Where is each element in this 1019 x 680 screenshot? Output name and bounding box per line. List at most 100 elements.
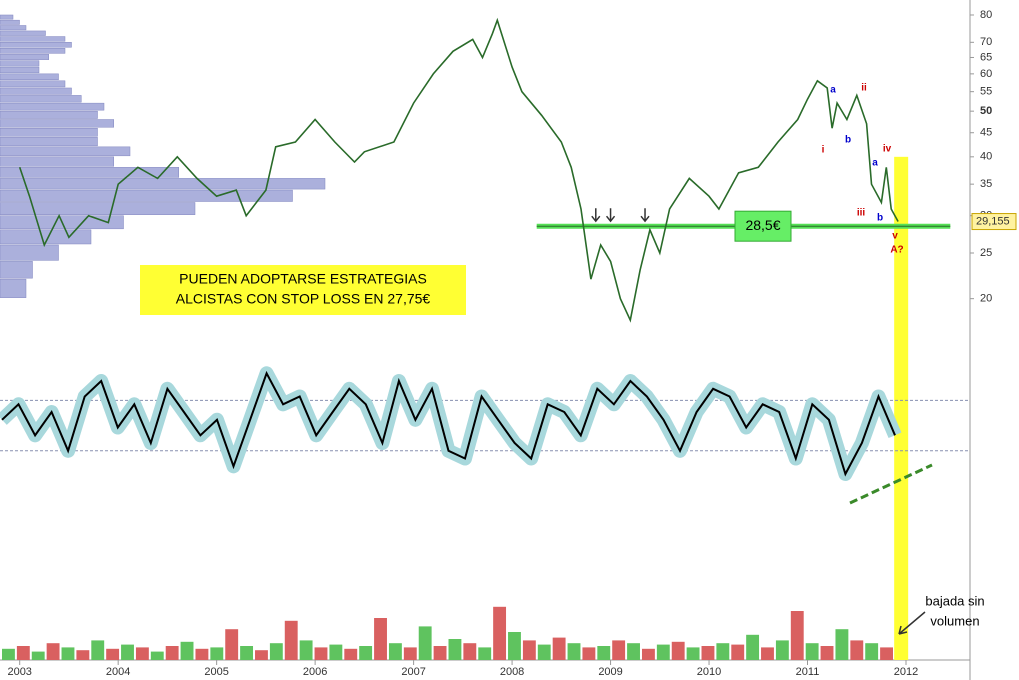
wave-label: a: [830, 85, 836, 96]
volume-bar: [537, 644, 551, 660]
profile-bar: [0, 119, 114, 128]
profile-bar: [0, 202, 196, 215]
volume-bar: [448, 639, 462, 660]
x-tick-label: 2007: [401, 666, 425, 678]
volume-bar: [314, 647, 328, 660]
volume-bar: [2, 648, 15, 660]
profile-bar: [0, 95, 82, 103]
annotation-box: [140, 265, 466, 315]
y-tick-label: 35: [980, 178, 992, 190]
volume-bar: [225, 629, 239, 660]
volume-bar: [76, 650, 90, 660]
volume-bar: [269, 643, 283, 660]
profile-bar: [0, 19, 20, 25]
volume-bar: [403, 647, 417, 660]
volume-bar: [880, 647, 893, 660]
volume-bar: [31, 651, 45, 660]
trend-line: [849, 463, 933, 505]
volume-bar: [805, 643, 819, 660]
last-price-label: 29,155: [976, 215, 1010, 227]
volume-bar: [522, 640, 536, 660]
x-tick-label: 2010: [697, 666, 721, 678]
volume-bar: [552, 637, 566, 660]
volume-bar: [612, 640, 626, 660]
profile-bar: [0, 25, 27, 31]
volume-bar: [210, 647, 224, 660]
x-tick-label: 2005: [204, 666, 228, 678]
annotation-text: PUEDEN ADOPTARSE ESTRATEGIAS: [179, 271, 427, 287]
profile-bar: [0, 66, 40, 74]
profile-bar: [0, 42, 72, 48]
wave-label: b: [845, 135, 851, 146]
volume-bar: [775, 640, 789, 660]
wave-label: iv: [883, 144, 892, 155]
arrow: [605, 208, 616, 223]
volume-bar: [493, 606, 507, 660]
profile-bar: [0, 30, 46, 36]
volume-bar: [865, 643, 879, 660]
wave-label: i: [822, 145, 825, 156]
wave-label: A?: [890, 245, 903, 256]
volume-bar: [195, 648, 209, 660]
volume-bar: [671, 641, 685, 660]
volume-annotation: volumen: [930, 613, 979, 628]
wave-label: b: [877, 213, 883, 224]
volume-bar: [299, 640, 313, 660]
y-tick-label: 80: [980, 9, 992, 21]
profile-bar: [0, 167, 179, 178]
x-tick-label: 2003: [7, 666, 31, 678]
x-tick-label: 2004: [106, 666, 130, 678]
volume-bar: [582, 647, 596, 660]
volume-bar: [850, 640, 864, 660]
profile-bar: [0, 146, 131, 157]
volume-bar: [567, 643, 581, 660]
x-tick-label: 2011: [796, 666, 820, 678]
volume-bar: [746, 634, 760, 660]
volume-bar: [433, 646, 447, 660]
profile-bar: [0, 178, 326, 190]
x-tick-label: 2008: [500, 666, 524, 678]
wave-label: iii: [857, 208, 866, 219]
volume-bar: [61, 647, 75, 660]
volume-annotation: bajada sin: [925, 593, 984, 608]
wave-label: ii: [861, 83, 867, 94]
profile-bar: [0, 110, 98, 119]
volume-bar: [597, 646, 611, 660]
y-tick-label: 55: [980, 86, 992, 98]
profile-bar: [0, 60, 40, 67]
volume-bar: [641, 648, 655, 660]
wave-label: a: [872, 158, 878, 169]
y-tick-label: 60: [980, 68, 992, 80]
y-tick-label: 40: [980, 151, 992, 163]
last-price-box: [971, 213, 1017, 231]
profile-bar: [0, 244, 59, 261]
volume-bar: [388, 643, 402, 660]
volume-bar: [180, 641, 194, 660]
profile-bar: [0, 73, 59, 81]
volume-bar: [150, 651, 164, 660]
volume-bar: [91, 640, 105, 660]
profile-bar: [0, 87, 72, 95]
volume-bar: [329, 644, 343, 660]
y-tick-label: 45: [980, 127, 992, 139]
price-line: [18, 17, 899, 323]
volume-bar: [255, 650, 268, 660]
y-tick-label: 25: [980, 247, 992, 259]
profile-bar: [0, 47, 66, 54]
profile-bar: [0, 127, 98, 137]
arrow: [640, 208, 650, 223]
volume-bar: [835, 629, 849, 660]
volume-bar: [627, 643, 640, 660]
annotation-arrow: [898, 611, 926, 635]
y-tick-label: 65: [980, 51, 992, 63]
profile-bar: [0, 156, 114, 167]
arrow: [591, 208, 601, 223]
y-tick-label: 20: [980, 293, 992, 305]
volume-bar: [240, 646, 254, 660]
support-label-box: [734, 210, 792, 242]
volume-bar: [686, 647, 700, 660]
oscillator-line: [1, 370, 896, 477]
y-tick-label: 50: [980, 105, 992, 117]
